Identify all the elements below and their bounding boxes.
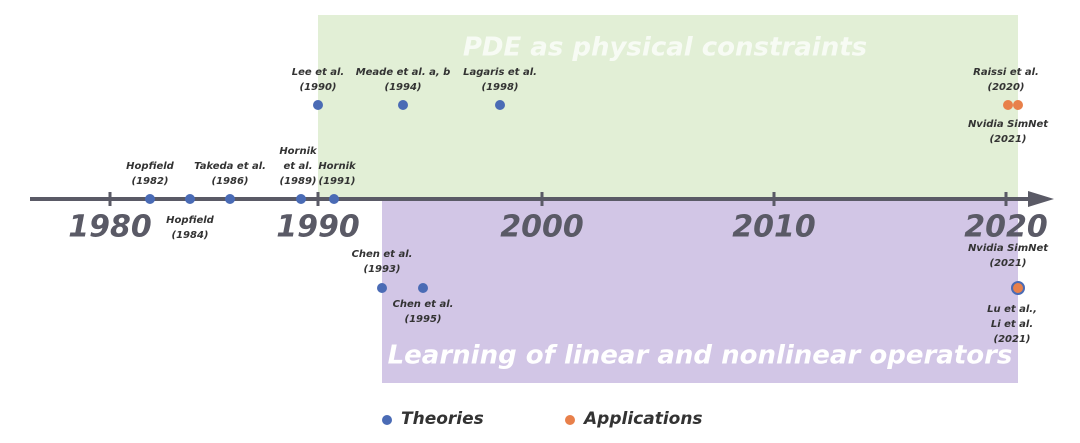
event-label: Meade et al. a, b — [356, 67, 451, 78]
event-label: Takeda et al. — [194, 161, 266, 172]
event-label: Hopfield — [126, 161, 174, 172]
event-label: Chen et al. — [393, 299, 454, 310]
event-label: Nvidia SimNet — [968, 243, 1049, 254]
event-label: (1984) — [172, 230, 209, 241]
operator-region — [382, 199, 1018, 383]
tick-label: 2010 — [732, 210, 816, 245]
event-label: (2021) — [994, 334, 1031, 345]
event-dot — [329, 194, 339, 204]
pde-region — [318, 15, 1018, 199]
tick-label: 1980 — [68, 210, 152, 245]
event-dot — [185, 194, 195, 204]
event-dot — [1003, 100, 1013, 110]
event-dot — [398, 100, 408, 110]
event-dot — [313, 100, 323, 110]
event-dot — [1013, 100, 1023, 110]
event-label: Hornik — [318, 161, 357, 172]
region-label: Learning of linear and nonlinear operato… — [388, 341, 1013, 371]
event-label: Li et al. — [991, 319, 1033, 330]
event-label: (2021) — [990, 134, 1027, 145]
event-label: et al. — [283, 161, 312, 172]
tick-label: 2000 — [500, 210, 584, 245]
event-label: (1990) — [300, 82, 337, 93]
event-label: (1993) — [364, 264, 401, 275]
event-dot — [377, 283, 387, 293]
event-label: Raissi et al. — [973, 67, 1039, 78]
event-label: (1995) — [405, 314, 442, 325]
region-label: PDE as physical constraints — [463, 33, 867, 63]
event-dot — [296, 194, 306, 204]
event-dot — [495, 100, 505, 110]
tick-label: 2020 — [964, 210, 1048, 245]
legend-label: Applications — [582, 409, 703, 429]
event-label: (1994) — [385, 82, 422, 93]
event-label: (1982) — [132, 176, 169, 187]
event-label: Nvidia SimNet — [968, 119, 1049, 130]
event-label: Lu et al., — [987, 304, 1037, 315]
event-label: (1989) — [280, 176, 317, 187]
axis-arrow — [1028, 191, 1054, 207]
event-label: Hornik — [279, 146, 318, 157]
event-dot — [418, 283, 428, 293]
event-label: (1991) — [319, 176, 356, 187]
legend-label: Theories — [401, 409, 484, 429]
event-label: Lagaris et al. — [463, 67, 537, 78]
event-dot — [225, 194, 235, 204]
tick-label: 1990 — [276, 210, 360, 245]
event-label: (1998) — [482, 82, 519, 93]
legend-marker — [565, 415, 575, 425]
event-label: Chen et al. — [352, 249, 413, 260]
event-dot — [1011, 281, 1025, 295]
event-label: (2021) — [990, 258, 1027, 269]
legend-marker — [382, 415, 392, 425]
event-label: (1986) — [212, 176, 249, 187]
event-label: (2020) — [988, 82, 1025, 93]
event-dot — [145, 194, 155, 204]
event-label: Lee et al. — [292, 67, 344, 78]
event-label: Hopfield — [166, 215, 214, 226]
